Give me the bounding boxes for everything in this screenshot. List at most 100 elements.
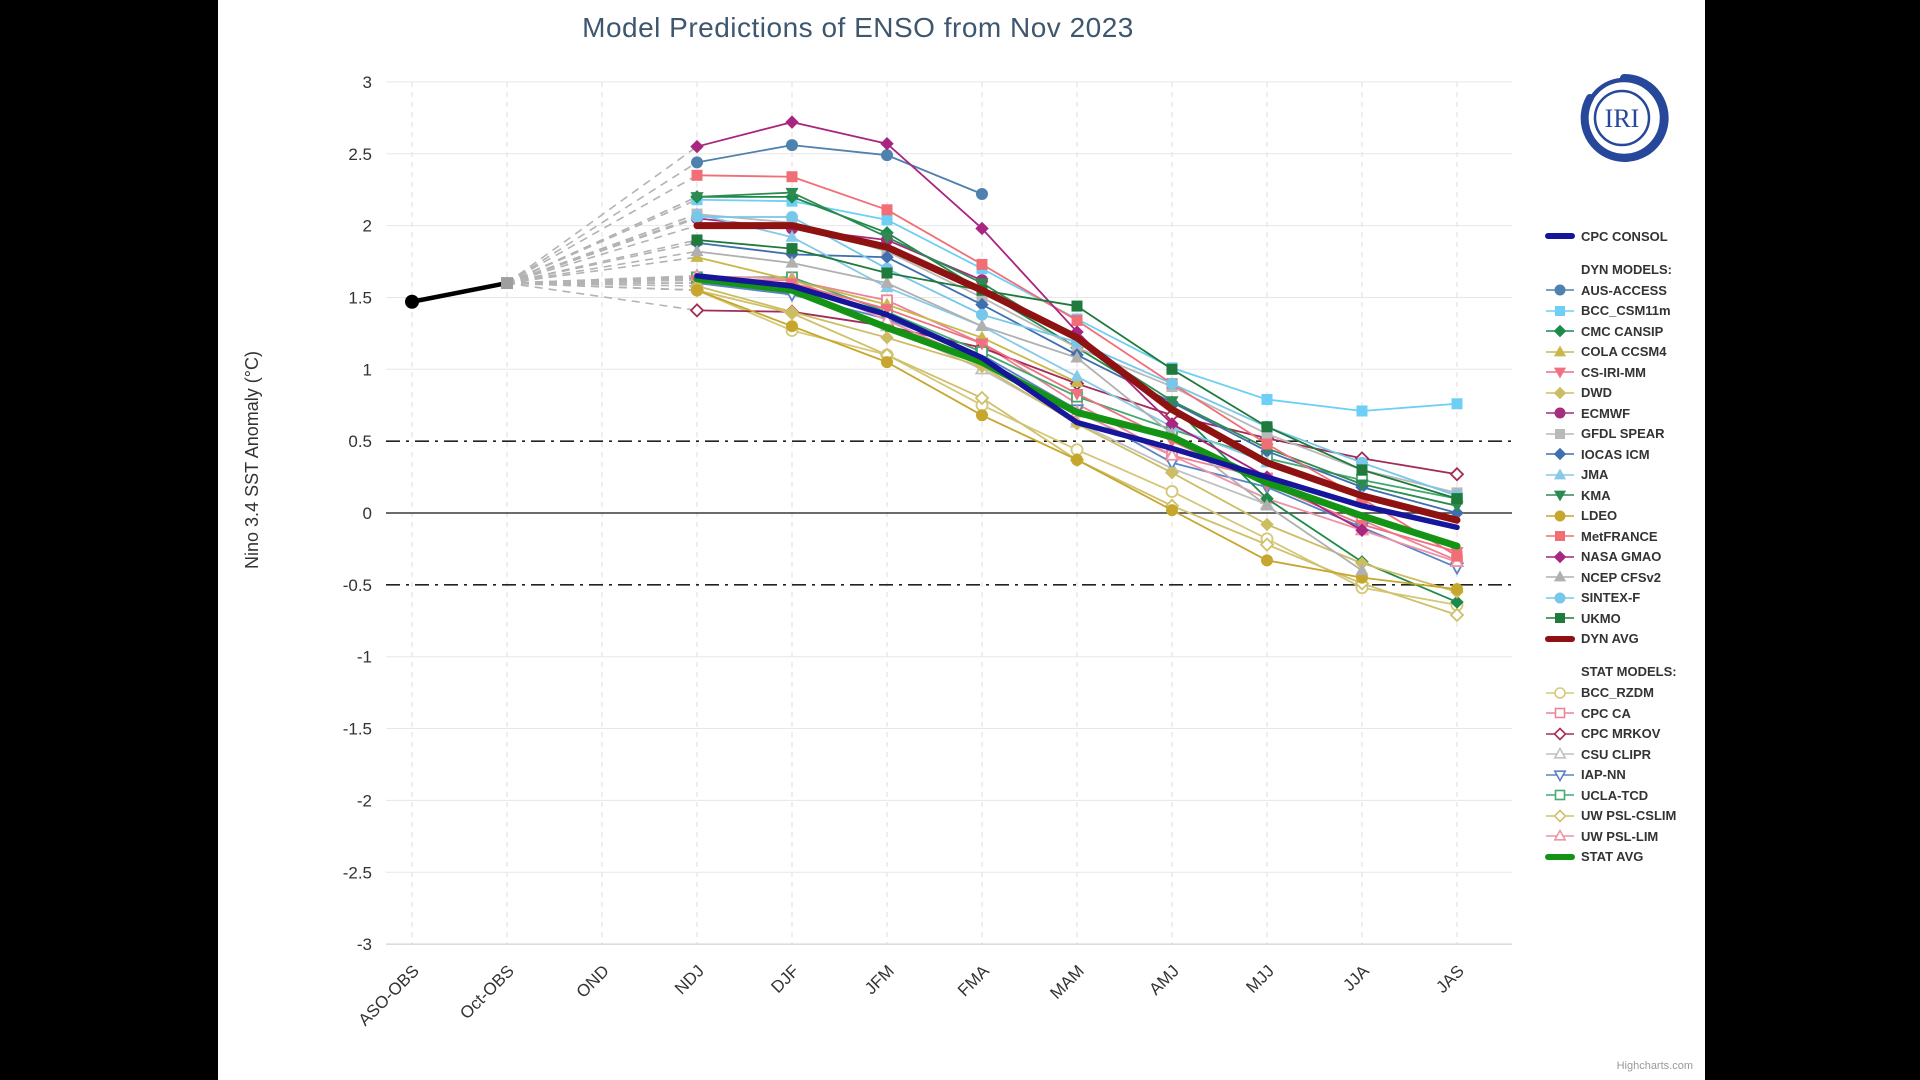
iri-logo-inner-ring [1593,89,1651,147]
legend-item-label: ECMWF [1581,405,1631,421]
legend-marker-icon [1545,829,1575,843]
legend-item-label: UCLA-TCD [1581,787,1649,803]
legend-marker-icon [1545,632,1575,646]
legend-marker-icon [1545,468,1575,482]
legend-item-cola-ccsm4[interactable]: COLA CCSM4 [1545,342,1703,363]
legend-item-label: UW PSL-LIM [1581,828,1659,844]
legend-marker-icon [1545,591,1575,605]
legend-item-ldeo[interactable]: LDEO [1545,506,1703,527]
x-tick-label: Oct-OBS [456,961,518,1023]
legend-item-label: SINTEX-F [1581,590,1641,606]
x-tick-label: ASO-OBS [355,961,423,1029]
legend-item-ncep-cfsv2[interactable]: NCEP CFSv2 [1545,567,1703,588]
x-tick-label: JJA [1339,961,1373,995]
legend-marker-icon [1545,706,1575,720]
legend-item-label: CMC CANSIP [1581,323,1664,339]
legend-item-jma[interactable]: JMA [1545,465,1703,486]
y-tick-label: 1.5 [348,288,372,307]
legend-header-dyn-models: DYN MODELS: [1581,261,1672,277]
legend-item-metfrance[interactable]: MetFRANCE [1545,526,1703,547]
y-tick-label: -0.5 [343,576,372,595]
legend-marker-icon [1545,529,1575,543]
y-axis: -3 -2.5 -2 -1.5 -1 -0.5 0 0.5 1 1.5 2 2.5 3 [343,73,372,954]
legend-item-bcc-rzdm[interactable]: BCC_RZDM [1545,683,1703,704]
legend-item-label: CSU CLIPR [1581,746,1652,762]
legend-item-cpc-ca[interactable]: CPC CA [1545,703,1703,724]
legend-item-label: STAT AVG [1581,849,1644,865]
y-axis-title: Nino 3.4 SST Anomaly (°C) [242,351,262,569]
chart-panel: Model Predictions of ENSO from Nov 2023 … [218,0,1705,1080]
legend-item-label: NCEP CFSv2 [1581,569,1661,585]
legend-item-label: IAP-NN [1581,767,1626,783]
legend-item-ecmwf[interactable]: ECMWF [1545,403,1703,424]
legend-item-dwd[interactable]: DWD [1545,383,1703,404]
y-tick-label: -1.5 [343,720,372,739]
legend-header-stat-models: STAT MODELS: [1581,664,1677,679]
y-tick-label: -2 [357,791,372,810]
y-tick-label: 0 [363,504,372,523]
legend-item-label: DWD [1581,385,1613,401]
legend-item-label: AUS-ACCESS [1581,282,1667,298]
x-tick-label: FMA [954,961,993,1000]
legend-item-label: UKMO [1581,610,1621,626]
legend-item-sintex-f[interactable]: SINTEX-F [1545,588,1703,609]
legend-item-ukmo[interactable]: UKMO [1545,608,1703,629]
legend-item-label: UW PSL-CSLIM [1581,808,1677,824]
highcharts-credit[interactable]: Highcharts.com [1616,1060,1693,1072]
legend-item-kma[interactable]: KMA [1545,485,1703,506]
y-tick-label: 2 [363,217,372,236]
legend-marker-icon [1545,747,1575,761]
series-nasa-gmao [690,115,1369,537]
legend-item-dyn-avg[interactable]: DYN AVG [1545,629,1703,650]
legend-marker-icon [1545,768,1575,782]
legend-item-label: BCC_RZDM [1581,685,1654,701]
obs-oct-marker [501,277,513,290]
y-tick-label: 0.5 [348,432,372,451]
legend-item-iap-nn[interactable]: IAP-NN [1545,765,1703,786]
legend-marker-icon [1545,570,1575,584]
legend-marker-icon [1545,427,1575,441]
legend-item-aus-access[interactable]: AUS-ACCESS [1545,280,1703,301]
legend-marker-icon [1545,406,1575,420]
legend-item-bcc-csm11m[interactable]: BCC_CSM11m [1545,301,1703,322]
legend-item-csu-clipr[interactable]: CSU CLIPR [1545,744,1703,765]
iri-logo: IRI [1580,73,1669,162]
y-tick-label: -2.5 [343,863,372,882]
legend-marker-icon [1545,550,1575,564]
x-tick-label: NDJ [671,961,708,998]
series-stat-avg [693,275,1461,550]
legend-item-label: LDEO [1581,508,1618,524]
legend-item-gfdl-spear[interactable]: GFDL SPEAR [1545,424,1703,445]
iri-logo-text: IRI [1605,104,1640,133]
legend-item-ucla-tcd[interactable]: UCLA-TCD [1545,785,1703,806]
legend-item-uw-psl-lim[interactable]: UW PSL-LIM [1545,826,1703,847]
iri-logo-swoosh [1580,73,1669,162]
legend: CPC CONSOL DYN MODELS: AUS-ACCESS BCC_CSM11… [1545,226,1703,867]
legend-marker-icon [1545,809,1575,823]
legend-item-stat-avg[interactable]: STAT AVG [1545,847,1703,868]
legend-item-label: BCC_CSM11m [1581,303,1671,319]
legend-item-nasa-gmao[interactable]: NASA GMAO [1545,547,1703,568]
legend-marker-icon [1545,229,1575,243]
legend-item-label: CPC MRKOV [1581,726,1661,742]
legend-item-label: IOCAS ICM [1581,446,1650,462]
legend-item-cpc-mrkov[interactable]: CPC MRKOV [1545,724,1703,745]
legend-marker-icon [1545,850,1575,864]
legend-item-iocas-icm[interactable]: IOCAS ICM [1545,444,1703,465]
legend-item-cmc-cansip[interactable]: CMC CANSIP [1545,321,1703,342]
y-tick-label: 3 [363,73,372,92]
plot-area: -3 -2.5 -2 -1.5 -1 -0.5 0 0.5 1 1.5 2 2.5 3 ASO-OBS Oc… [242,73,1512,1030]
legend-item-cpc-consol[interactable]: CPC CONSOL [1545,226,1703,247]
legend-item-cs-iri-mm[interactable]: CS-IRI-MM [1545,362,1703,383]
legend-item-label: COLA CCSM4 [1581,344,1667,360]
legend-item-label: NASA GMAO [1581,549,1662,565]
legend-marker-icon [1545,488,1575,502]
y-tick-label: -3 [357,935,372,954]
series-aus-access [691,139,988,200]
y-tick-label: 1 [363,360,372,379]
legend-item-uw-psl-cslim[interactable]: UW PSL-CSLIM [1545,806,1703,827]
legend-marker-icon [1545,365,1575,379]
legend-item-label: JMA [1581,467,1609,483]
legend-marker-icon [1545,283,1575,297]
legend-item-label: KMA [1581,487,1611,503]
